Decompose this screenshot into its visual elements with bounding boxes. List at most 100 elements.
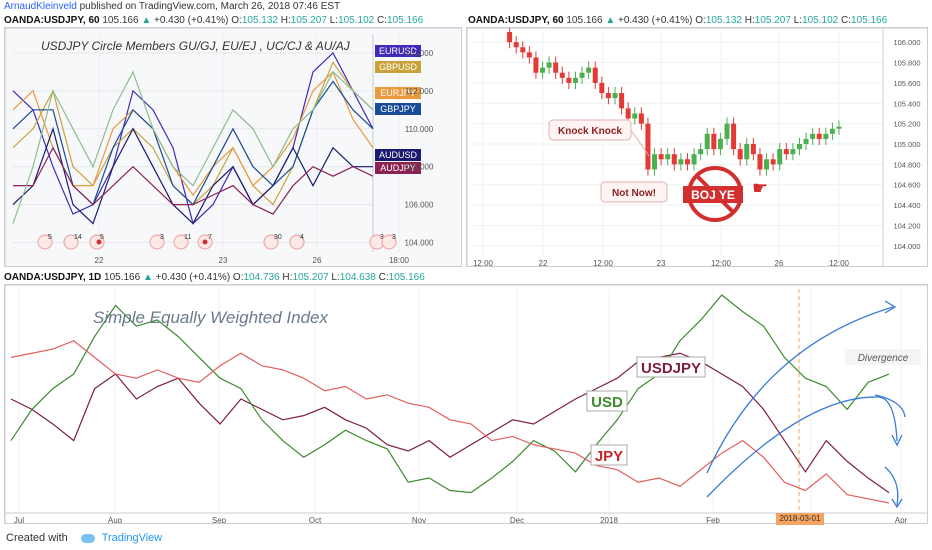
y-tick-label: 112.000: [405, 87, 434, 96]
candle-body: [731, 123, 737, 150]
candle-body: [619, 93, 625, 109]
y-tick-label: 105.200: [893, 120, 920, 129]
candle-body: [586, 67, 592, 73]
up-arrow-icon: ▲: [142, 272, 153, 283]
symbol-label: OANDA:USDJPY, 1D: [4, 272, 102, 283]
candle-body: [526, 52, 532, 58]
y-tick-label: 108.000: [405, 163, 434, 172]
tradingview-brand-link[interactable]: TradingView: [101, 532, 163, 544]
candle-body: [777, 149, 783, 165]
candle-body: [671, 154, 677, 165]
footer: Created with TradingView: [0, 527, 932, 550]
candle-body: [803, 138, 809, 144]
event-count: 4: [300, 234, 304, 241]
panel-a-chart[interactable]: USDJPY Circle Members GU/GJ, EU/EJ , UC/…: [4, 27, 462, 267]
x-tick-label: Nov: [412, 516, 426, 524]
candle-body: [645, 123, 651, 170]
japan-flag-icon: [96, 239, 102, 245]
event-count: 5: [48, 234, 52, 241]
candle-body: [520, 47, 526, 53]
candle-body: [513, 42, 519, 48]
event-flag-icon[interactable]: [381, 234, 397, 250]
candle-body: [757, 154, 763, 170]
author-link[interactable]: ArnaudKleinveld: [4, 1, 77, 12]
up-arrow-icon: ▲: [605, 15, 616, 26]
event-flag-icon[interactable]: [289, 234, 305, 250]
candle-body: [612, 93, 618, 99]
trend-arrow-up: [706, 306, 894, 474]
y-tick-label: 104.800: [893, 160, 920, 169]
high-value: 105.207: [292, 272, 329, 283]
candle-body: [592, 67, 598, 83]
candle-body: [665, 154, 671, 160]
event-flag-icon[interactable]: [173, 234, 189, 250]
y-tick-label: 104.400: [893, 201, 920, 210]
y-tick-label: 106.000: [405, 201, 434, 210]
low-value: 105.102: [338, 15, 375, 26]
panel-a-title: USDJPY Circle Members GU/GJ, EU/EJ , UC/…: [41, 39, 351, 53]
jpy-label: JPY: [595, 448, 623, 465]
x-tick-label: Dec: [510, 516, 524, 524]
y-tick-label: 104.200: [893, 221, 920, 230]
legend-swatch: [375, 149, 421, 161]
notnow-label: Not Now!: [612, 188, 656, 199]
y-tick-label: 105.000: [893, 140, 920, 149]
event-flag-icon[interactable]: [149, 234, 165, 250]
open-value: 104.736: [243, 272, 280, 283]
created-with-label: Created with: [6, 532, 68, 544]
event-count: 3: [380, 234, 384, 241]
event-flag-icon[interactable]: [63, 234, 79, 250]
candle-body: [632, 113, 638, 119]
divergence-box: [845, 349, 921, 365]
event-count: 5: [100, 234, 104, 241]
y-tick-label: 104.000: [893, 242, 920, 251]
price-label: 105.166: [566, 15, 603, 26]
close-value: 105.166: [388, 272, 425, 283]
x-tick-label: 12:00: [593, 259, 614, 267]
candle-body: [507, 32, 513, 43]
candle-body: [540, 67, 546, 73]
usd-label: USD: [591, 394, 623, 411]
candle-body: [559, 72, 565, 78]
legend-swatch: [375, 45, 421, 57]
candle-body: [770, 159, 776, 165]
x-tick-label: 23: [219, 256, 228, 265]
low-value: 105.102: [802, 15, 839, 26]
change-label: +0.430 (+0.41%): [618, 15, 693, 26]
series-line: [13, 146, 374, 215]
series-line: [12, 70, 374, 224]
candle-body: [652, 154, 658, 170]
event-flag-icon[interactable]: [37, 234, 53, 250]
open-value: 105.132: [705, 15, 742, 26]
tradingview-cloud-icon: [80, 533, 95, 543]
usdjpy-label: USDJPY: [641, 360, 701, 377]
symbol-label: OANDA:USDJPY, 60: [468, 15, 564, 26]
notnow-callout: Not Now!: [600, 181, 668, 203]
candle-body: [764, 159, 770, 170]
candle-body: [553, 62, 559, 73]
boj-ye-stamp: BOJ YE ☛: [683, 166, 768, 222]
trend-arrow-mid: [706, 396, 898, 498]
legend-swatch: [375, 61, 421, 73]
y-tick-label: 110.000: [405, 125, 434, 134]
x-tick-label: Sep: [212, 516, 227, 524]
series-line: [12, 126, 373, 225]
japan-flag-icon: [202, 239, 208, 245]
event-count: 14: [74, 234, 82, 241]
candle-body: [684, 159, 690, 165]
symbol-label: OANDA:USDJPY, 60: [4, 15, 100, 26]
y-tick-label: 106.000: [893, 38, 920, 47]
legend-swatch: [375, 162, 421, 174]
x-tick-label: Aug: [108, 516, 122, 524]
date-marker-badge: 2018-03-01: [776, 513, 824, 525]
event-flag-icon[interactable]: [263, 234, 279, 250]
candle-body: [717, 138, 723, 150]
event-count: 7: [208, 234, 212, 241]
divergence-label: Divergence: [858, 353, 909, 364]
x-tick-label: Oct: [309, 516, 322, 524]
panel-b-chart[interactable]: 106.000 105.800 105.600 105.400 105.200 105.0…: [466, 27, 928, 267]
price-label: 105.166: [104, 272, 141, 283]
usdjpy-label-box: [636, 356, 706, 378]
change-label: +0.430 (+0.41%): [154, 15, 229, 26]
panel-c-chart[interactable]: Simple Equally Weighted Index USDJPY USD…: [4, 284, 928, 524]
